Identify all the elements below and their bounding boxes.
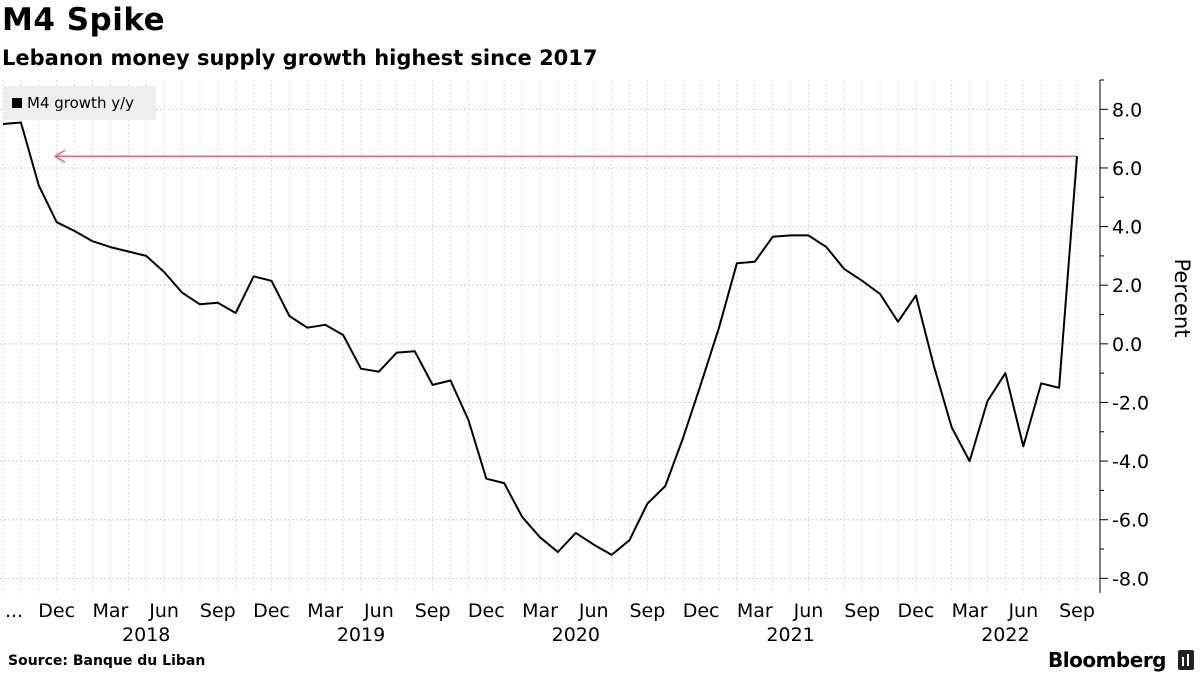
y-tick-label: -2.0 (1112, 392, 1149, 414)
x-tick-label: Mar (307, 600, 343, 622)
x-tick-label: Sep (844, 600, 880, 622)
x-tick-label: Jun (148, 600, 179, 622)
x-tick-label: Dec (898, 600, 935, 622)
x-tick-label: ... (5, 600, 23, 622)
x-tick-label: Jun (578, 600, 609, 622)
legend-label: M4 growth y/y (27, 94, 135, 112)
x-tick-label: Dec (38, 600, 75, 622)
y-axis: 8.0 6.0 4.0 2.0 0.0 -2.0 -4.0 -6.0 -8.0 (1099, 79, 1149, 593)
legend: M4 growth y/y (3, 86, 156, 120)
x-year-label: 2022 (981, 624, 1029, 646)
y-tick-label: 8.0 (1112, 99, 1142, 121)
x-tick-label: Mar (952, 600, 988, 622)
x-tick-label: Sep (200, 600, 236, 622)
grid-layer (0, 80, 1100, 593)
y-tick-label: 0.0 (1112, 334, 1142, 356)
x-year-label: 2021 (766, 624, 814, 646)
x-tick-label: Jun (793, 600, 824, 622)
x-year-label: 2020 (552, 624, 600, 646)
y-tick-label: 6.0 (1112, 158, 1142, 180)
x-tick-label: Dec (253, 600, 290, 622)
legend-swatch (12, 98, 22, 108)
series-layer (2, 121, 1078, 556)
x-year-label: 2019 (337, 624, 385, 646)
bloomberg-terminal-icon (1178, 650, 1194, 670)
x-tick-label: Dec (683, 600, 720, 622)
reference-line-layer (53, 149, 1077, 163)
x-tick-label: Sep (629, 600, 665, 622)
x-tick-label: Jun (1007, 600, 1038, 622)
y-tick-label: -8.0 (1112, 568, 1149, 590)
x-year-label: 2018 (122, 624, 170, 646)
x-tick-label: Jun (363, 600, 394, 622)
chart-subtitle: Lebanon money supply growth highest sinc… (2, 46, 598, 70)
source-note: Source: Banque du Liban (8, 653, 206, 669)
x-tick-label: Mar (522, 600, 558, 622)
y-tick-label: 4.0 (1112, 217, 1142, 239)
series-line-m4-growth (2, 121, 1078, 556)
y-tick-label: 2.0 (1112, 275, 1142, 297)
x-tick-label: Sep (415, 600, 451, 622)
x-tick-label: Mar (737, 600, 773, 622)
brand-logo: Bloomberg (1048, 648, 1166, 672)
y-axis-label: Percent (1170, 258, 1194, 337)
x-tick-label: Sep (1059, 600, 1095, 622)
reference-arrow-icon (53, 149, 66, 163)
y-tick-label: -6.0 (1112, 510, 1149, 532)
x-tick-label: Mar (92, 600, 128, 622)
x-axis: ... Dec Mar Jun Sep Dec Mar Jun Sep Dec Mar Jun Sep D… (5, 600, 1095, 646)
y-tick-label: -4.0 (1112, 451, 1149, 473)
chart-title: M4 Spike (2, 2, 166, 38)
x-tick-label: Dec (468, 600, 505, 622)
